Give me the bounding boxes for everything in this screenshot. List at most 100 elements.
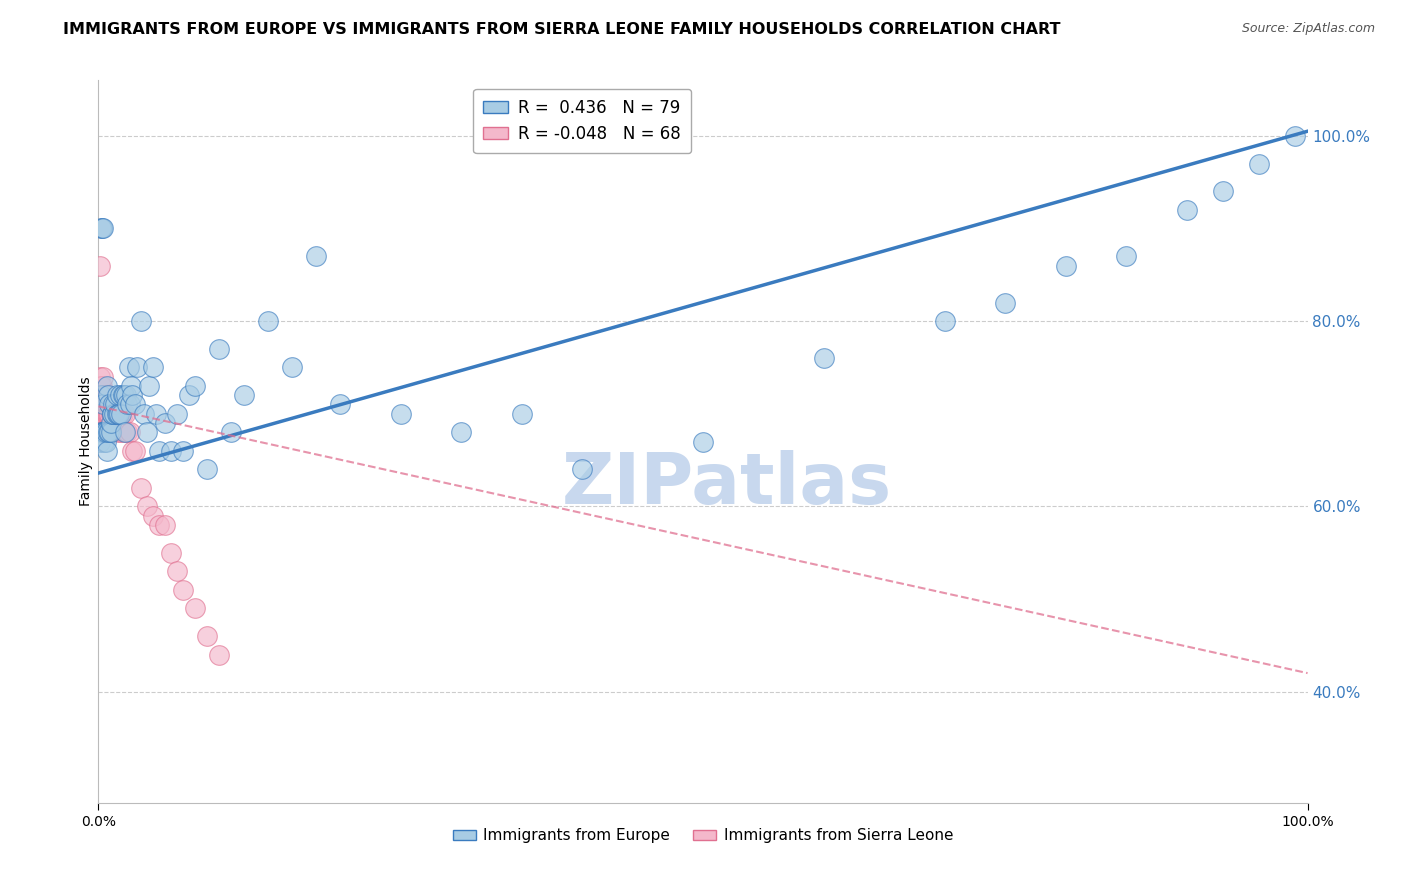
Point	[98, 397, 121, 411]
Point	[91, 369, 114, 384]
Point	[172, 443, 194, 458]
Point	[91, 397, 114, 411]
Point	[112, 388, 135, 402]
Point	[101, 397, 124, 411]
Point	[160, 443, 183, 458]
Point	[94, 425, 117, 440]
Point	[105, 407, 128, 421]
Point	[90, 388, 112, 402]
Point	[117, 397, 139, 411]
Point	[118, 425, 141, 440]
Point	[108, 407, 131, 421]
Point	[91, 379, 114, 393]
Point	[934, 314, 956, 328]
Point	[108, 388, 131, 402]
Point	[90, 425, 112, 440]
Point	[142, 360, 165, 375]
Point	[114, 425, 136, 440]
Legend: Immigrants from Europe, Immigrants from Sierra Leone: Immigrants from Europe, Immigrants from …	[447, 822, 959, 849]
Point	[195, 629, 218, 643]
Point	[160, 546, 183, 560]
Point	[111, 388, 134, 402]
Point	[89, 407, 111, 421]
Point	[90, 425, 112, 440]
Point	[124, 443, 146, 458]
Point	[232, 388, 254, 402]
Point	[91, 397, 114, 411]
Point	[127, 360, 149, 375]
Point	[97, 388, 120, 402]
Point	[305, 249, 328, 263]
Point	[93, 425, 115, 440]
Point	[104, 397, 127, 411]
Point	[117, 425, 139, 440]
Point	[121, 443, 143, 458]
Point	[1284, 128, 1306, 143]
Point	[101, 407, 124, 421]
Point	[111, 407, 134, 421]
Point	[184, 601, 207, 615]
Point	[118, 360, 141, 375]
Point	[93, 425, 115, 440]
Point	[571, 462, 593, 476]
Point	[94, 434, 117, 449]
Point	[100, 425, 122, 440]
Point	[120, 379, 142, 393]
Point	[115, 388, 138, 402]
Point	[153, 517, 176, 532]
Point	[96, 388, 118, 402]
Point	[148, 517, 170, 532]
Point	[138, 379, 160, 393]
Point	[450, 425, 472, 440]
Point	[96, 407, 118, 421]
Point	[104, 407, 127, 421]
Point	[107, 425, 129, 440]
Point	[94, 407, 117, 421]
Point	[129, 481, 152, 495]
Point	[166, 407, 188, 421]
Point	[135, 425, 157, 440]
Point	[510, 407, 533, 421]
Point	[100, 416, 122, 430]
Point	[100, 397, 122, 411]
Point	[93, 388, 115, 402]
Text: ZIPatlas: ZIPatlas	[562, 450, 893, 519]
Point	[208, 342, 231, 356]
Point	[195, 462, 218, 476]
Point	[91, 425, 114, 440]
Text: Source: ZipAtlas.com: Source: ZipAtlas.com	[1241, 22, 1375, 36]
Point	[1115, 249, 1137, 263]
Point	[89, 425, 111, 440]
Point	[91, 388, 114, 402]
Point	[96, 397, 118, 411]
Point	[256, 314, 278, 328]
Point	[148, 443, 170, 458]
Point	[166, 564, 188, 578]
Point	[91, 425, 114, 440]
Point	[90, 397, 112, 411]
Point	[281, 360, 304, 375]
Point	[97, 425, 120, 440]
Point	[114, 407, 136, 421]
Point	[389, 407, 412, 421]
Point	[89, 369, 111, 384]
Point	[100, 407, 122, 421]
Point	[90, 416, 112, 430]
Point	[91, 425, 114, 440]
Point	[93, 434, 115, 449]
Point	[329, 397, 352, 411]
Point	[91, 221, 114, 235]
Point	[108, 407, 131, 421]
Point	[100, 407, 122, 421]
Point	[107, 407, 129, 421]
Point	[994, 295, 1017, 310]
Point	[90, 407, 112, 421]
Point	[153, 416, 176, 430]
Point	[94, 425, 117, 440]
Point	[100, 425, 122, 440]
Point	[91, 425, 114, 440]
Point	[145, 407, 167, 421]
Point	[97, 407, 120, 421]
Point	[100, 407, 122, 421]
Point	[135, 500, 157, 514]
